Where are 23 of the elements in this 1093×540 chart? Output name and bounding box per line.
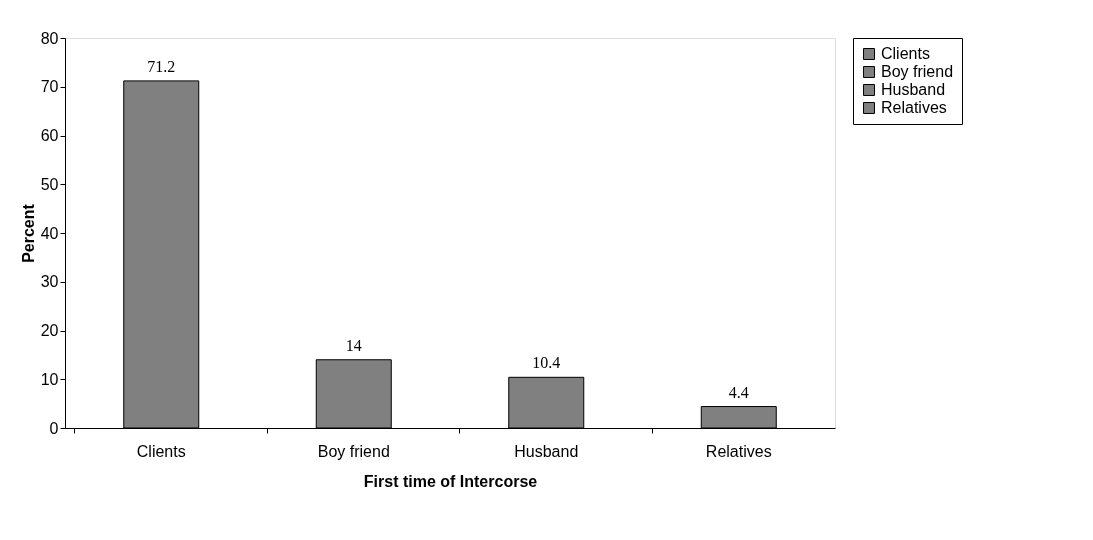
y-tick-label: 40 — [40, 224, 59, 242]
legend-label: Boy friend — [881, 63, 954, 80]
data-label: 71.2 — [147, 57, 176, 75]
x-axis-title: First time of Intercorse — [363, 472, 538, 490]
legend-label: Relatives — [881, 99, 947, 116]
y-tick-label: 60 — [40, 127, 59, 144]
y-axis-title: Percent — [19, 203, 37, 263]
x-tick-label: Husband — [514, 442, 579, 460]
x-tick-label: Relatives — [705, 442, 772, 460]
legend-label: Husband — [881, 81, 946, 98]
y-tick-label: 70 — [40, 78, 59, 96]
y-tick-label: 10 — [40, 370, 59, 388]
y-tick-label: 20 — [40, 322, 59, 339]
y-tick-label: 80 — [40, 29, 59, 47]
y-tick-label: 30 — [40, 273, 59, 291]
x-tick-label: Boy friend — [317, 442, 390, 460]
y-tick-label: 50 — [40, 175, 59, 193]
x-tick-label: Clients — [136, 442, 186, 460]
legend-label: Clients — [881, 45, 930, 62]
data-label: 10.4 — [532, 354, 561, 372]
y-tick-label: 0 — [49, 419, 59, 437]
data-label: 14 — [345, 336, 362, 354]
data-label: 4.4 — [728, 383, 749, 401]
